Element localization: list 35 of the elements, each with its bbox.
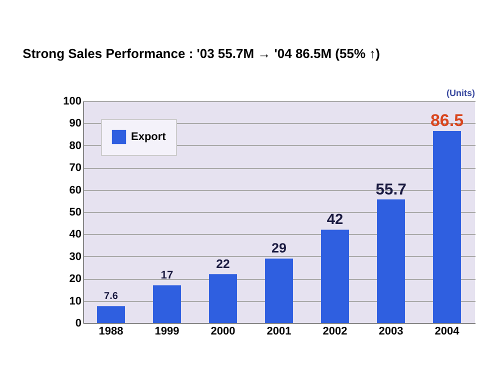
y-tick-label: 30 bbox=[69, 250, 82, 263]
data-label: 29 bbox=[271, 240, 287, 256]
y-tick-label: 70 bbox=[69, 162, 82, 174]
y-tick-label: 80 bbox=[69, 140, 82, 152]
y-tick-label: 40 bbox=[69, 228, 82, 241]
data-label: 86.5 bbox=[430, 110, 464, 130]
data-label: 17 bbox=[160, 269, 174, 282]
y-tick-label: 90 bbox=[69, 118, 82, 130]
bar bbox=[97, 306, 125, 323]
bar bbox=[209, 274, 237, 323]
legend-label: Export bbox=[131, 131, 166, 143]
bar bbox=[377, 199, 405, 323]
y-tick-label: 100 bbox=[63, 96, 82, 108]
data-label: 55.7 bbox=[376, 181, 407, 198]
data-label: 42 bbox=[326, 212, 344, 228]
y-tick-label: 60 bbox=[69, 184, 82, 196]
x-tick-label: 2003 bbox=[378, 326, 404, 338]
x-tick-label: 1999 bbox=[154, 326, 180, 338]
x-tick-label: 2000 bbox=[210, 326, 236, 338]
data-label: 7.6 bbox=[104, 291, 118, 302]
x-tick-label: 2001 bbox=[266, 326, 292, 338]
bar bbox=[321, 230, 349, 323]
chart-title: Strong Sales Performance : '03 55.7M → '04 86.5M (55% ↑) bbox=[22, 46, 380, 61]
x-tick-label: 1988 bbox=[98, 326, 124, 338]
bar bbox=[265, 258, 293, 323]
data-label: 22 bbox=[216, 257, 230, 272]
bar bbox=[153, 285, 181, 323]
y-tick-label: 0 bbox=[75, 318, 82, 330]
y-tick-label: 20 bbox=[69, 273, 82, 286]
x-tick-label: 2004 bbox=[434, 326, 460, 338]
bar bbox=[433, 130, 461, 323]
y-tick-label: 10 bbox=[69, 295, 82, 308]
x-tick-label: 2002 bbox=[322, 326, 348, 338]
text: (Units) bbox=[446, 88, 475, 98]
y-tick-label: 50 bbox=[69, 206, 82, 218]
